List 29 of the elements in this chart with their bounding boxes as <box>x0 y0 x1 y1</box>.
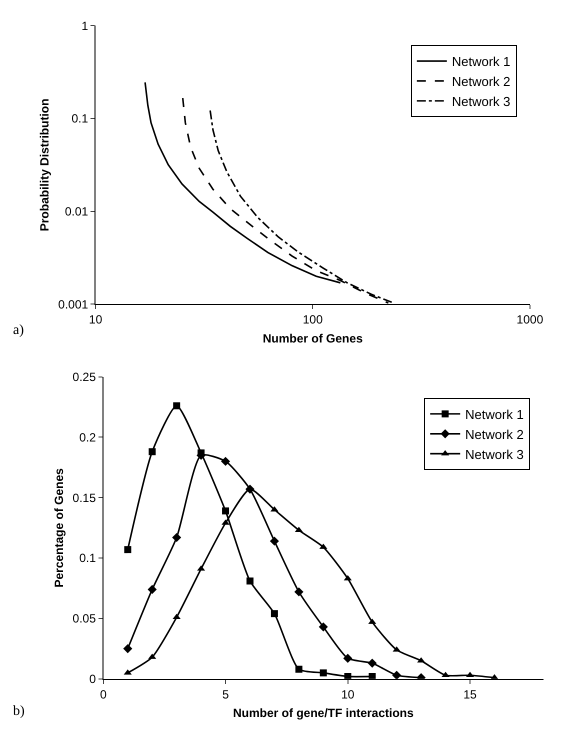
x-tick-label: 0 <box>100 687 107 702</box>
text: a) <box>13 323 24 338</box>
y-tick-label: 0 <box>89 672 96 686</box>
x-tick-label: 10 <box>88 312 103 327</box>
y-tick-label: 0.05 <box>72 612 96 626</box>
y-tick-label: 0.15 <box>72 490 96 505</box>
x-tick-label: 10 <box>341 687 355 702</box>
text: b) <box>13 704 25 719</box>
y-tick-label: 0.2 <box>79 430 96 444</box>
x-tick-label: 1000 <box>516 312 544 327</box>
x-tick-label: 100 <box>302 312 324 327</box>
legend-label: Network 1 <box>452 54 510 70</box>
x-tick-label: 15 <box>463 687 478 702</box>
legend-label: Network 3 <box>452 94 510 109</box>
legend-label: Network 2 <box>452 74 510 90</box>
x-axis-title: Number of Genes <box>262 331 364 346</box>
x-axis-title: Number of gene/TF interactions <box>232 706 414 720</box>
y-axis-title: Percentage of Genes <box>52 468 66 588</box>
y-tick-label: 0.25 <box>72 370 96 384</box>
y-tick-label: 1 <box>82 18 89 33</box>
y-tick-label: 0.1 <box>79 551 96 566</box>
y-axis-title: Probability Distribution <box>37 98 52 232</box>
legend-label: Network 3 <box>465 446 524 462</box>
legend-label: Network 1 <box>465 406 524 422</box>
y-tick-label: 0.1 <box>72 112 89 126</box>
y-tick-label: 0.01 <box>64 204 89 219</box>
y-tick-label: 0.001 <box>58 297 89 312</box>
legend-label: Network 2 <box>465 426 524 442</box>
x-tick-label: 5 <box>222 687 230 702</box>
